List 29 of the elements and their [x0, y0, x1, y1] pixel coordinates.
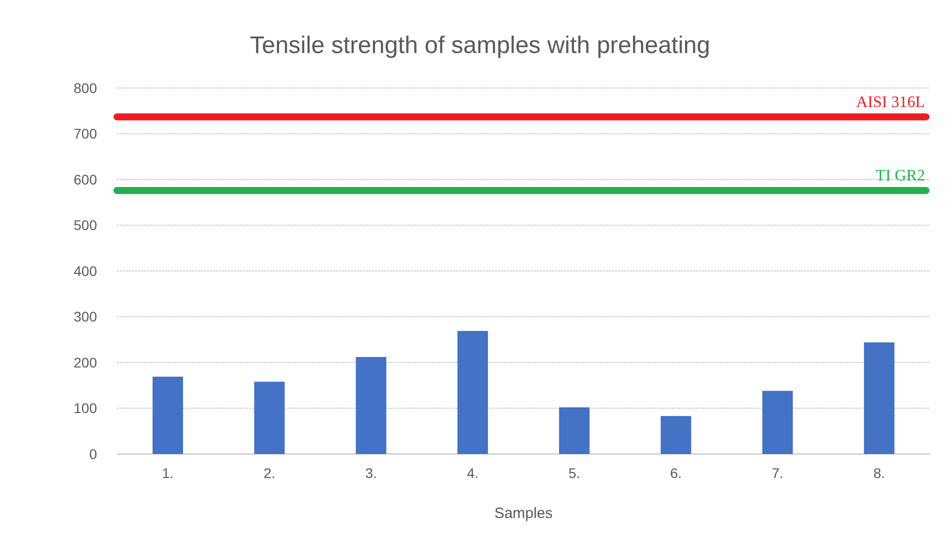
bar — [864, 342, 894, 454]
x-axis-title: Samples — [494, 505, 553, 522]
y-tick-label: 200 — [74, 354, 98, 370]
y-tick-label: 300 — [74, 308, 98, 325]
bar — [457, 330, 488, 454]
bar — [660, 416, 692, 454]
x-tick-label: 5. — [568, 465, 580, 481]
chart-title: Tensile strength of samples with preheating — [250, 32, 710, 59]
y-tick-label: 600 — [74, 171, 98, 188]
bar — [356, 357, 386, 454]
x-tick-label: 7. — [772, 465, 784, 481]
x-tick-label: 2. — [264, 465, 276, 481]
x-tick-label: 8. — [873, 465, 886, 481]
y-tick-label: 400 — [74, 262, 98, 279]
bar — [254, 382, 285, 454]
y-tick-label: 700 — [74, 126, 98, 142]
ref-line-label: AISI 316L — [856, 94, 925, 111]
y-tick-label: 0 — [89, 446, 98, 462]
x-tick-label: 3. — [365, 465, 377, 481]
y-tick-label: 500 — [74, 217, 98, 234]
y-tick-label: 100 — [74, 400, 98, 416]
ref-line-label: TI GR2 — [876, 167, 925, 184]
bar — [559, 407, 590, 454]
x-tick-label: 6. — [670, 465, 682, 481]
x-tick-label: 4. — [466, 465, 479, 481]
bar — [152, 376, 184, 454]
y-tick-label: 800 — [74, 80, 98, 96]
bar — [762, 390, 793, 454]
x-tick-label: 1. — [162, 465, 174, 481]
